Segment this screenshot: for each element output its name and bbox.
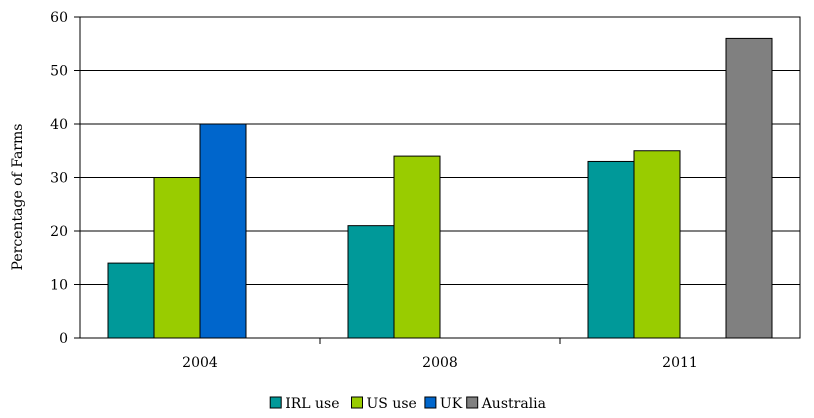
y-tick-label: 60 xyxy=(50,10,68,26)
bar-irl-use-2011 xyxy=(587,160,635,339)
legend-swatch-uk xyxy=(424,396,437,409)
plot-area-border xyxy=(79,16,801,339)
bar-irl-use-2004 xyxy=(107,262,155,339)
legend: IRL use US use UK Australia xyxy=(269,396,546,412)
axes xyxy=(74,16,801,344)
bar-australia-2011 xyxy=(725,37,773,339)
legend-swatch-irl-use xyxy=(269,396,282,409)
y-tick-label: 0 xyxy=(59,331,68,347)
legend-label: IRL use xyxy=(285,396,339,412)
y-tick-label: 50 xyxy=(50,64,68,80)
bar-us-use-2011 xyxy=(633,150,681,339)
x-tick-label: 2008 xyxy=(422,355,458,371)
legend-label: US use xyxy=(367,396,417,412)
legend-swatch-australia xyxy=(466,396,479,409)
y-tick-labels: 0 10 20 30 40 50 60 xyxy=(50,10,68,347)
bar-irl-use-2008 xyxy=(347,225,395,339)
y-axis-label: Percentage of Farms xyxy=(10,124,26,271)
x-tick-labels: 2004 2008 2011 xyxy=(182,355,698,371)
y-tick-label: 30 xyxy=(50,171,68,187)
y-tick-label: 40 xyxy=(50,117,68,133)
legend-label: Australia xyxy=(481,396,546,412)
legend-swatch-us-use xyxy=(351,396,363,409)
legend-label: UK xyxy=(440,396,463,412)
x-tick-label: 2004 xyxy=(182,355,218,371)
y-tick-label: 10 xyxy=(50,278,68,294)
bar-uk-2004 xyxy=(199,123,247,339)
bar-us-use-2004 xyxy=(153,177,201,339)
y-tick-label: 20 xyxy=(50,224,68,240)
bar-us-use-2008 xyxy=(393,155,441,339)
x-tick-label: 2011 xyxy=(662,355,698,371)
bars xyxy=(107,37,773,339)
